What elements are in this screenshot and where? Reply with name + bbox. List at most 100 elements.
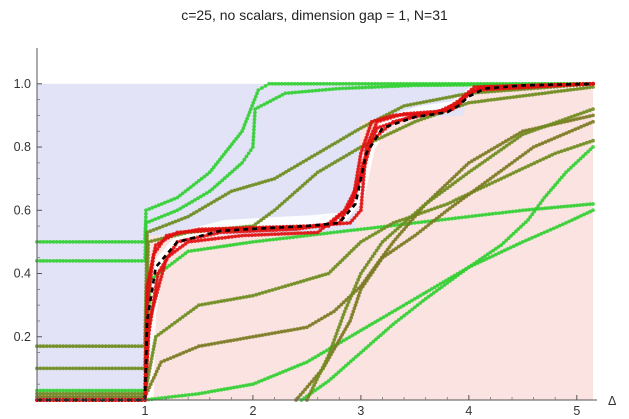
series-11-point — [472, 166, 477, 171]
series-8-point — [487, 255, 492, 260]
series-15-point — [366, 129, 371, 134]
series-2-point — [44, 259, 49, 263]
series-11-point — [346, 300, 351, 304]
series-5-point — [543, 206, 548, 211]
series-8-point — [496, 251, 501, 256]
series-1-point — [283, 81, 288, 86]
series-1-point — [236, 134, 241, 139]
series-5-point — [199, 247, 204, 252]
series-5-point — [208, 246, 213, 251]
series-4-point — [401, 125, 405, 130]
series-10-point — [434, 216, 439, 221]
series-1-point — [143, 215, 148, 220]
series-1-point — [162, 200, 167, 205]
series-14-point — [220, 236, 224, 240]
series-8-point — [296, 363, 300, 368]
series-7-point — [568, 118, 573, 123]
series-6-point — [544, 155, 549, 160]
series-4-point — [259, 218, 263, 223]
series-10-point — [529, 147, 533, 151]
series-12-point — [157, 244, 162, 249]
series-11-point — [488, 155, 493, 160]
series-6-point — [532, 161, 537, 166]
series-1-point — [228, 144, 232, 149]
series-6-point — [529, 162, 534, 167]
series-3-point — [450, 94, 455, 99]
series-6-point — [565, 147, 570, 152]
series-6-point — [153, 338, 158, 342]
series-14-point — [256, 233, 261, 237]
series-1-point — [260, 86, 264, 90]
series-1-point — [194, 181, 199, 185]
series-15-point — [351, 195, 356, 200]
series-14-point — [269, 232, 274, 237]
series-15 — [35, 81, 595, 402]
series-15-point — [336, 215, 340, 220]
series-11-point — [426, 200, 431, 204]
series-5-point — [87, 388, 92, 393]
series-10-point — [333, 344, 338, 348]
series-10-point — [348, 319, 352, 323]
series-11-point — [493, 151, 498, 156]
series-3-point — [107, 344, 111, 349]
series-14-point — [233, 234, 238, 239]
series-5-point — [325, 231, 329, 236]
series-7-point — [336, 305, 341, 309]
series-2-point — [136, 259, 141, 263]
series-10-point — [386, 252, 390, 256]
series-10-point — [456, 200, 460, 205]
series-2-point — [159, 214, 164, 219]
series-3-point — [393, 108, 398, 113]
series-7-point — [94, 394, 98, 399]
series-6-point — [572, 145, 576, 149]
series-7-point — [200, 343, 205, 348]
series-4-point — [521, 94, 525, 98]
series-1-point — [312, 81, 316, 86]
series-14-point — [240, 233, 245, 238]
series-16 — [37, 82, 594, 402]
series-7-point — [472, 157, 477, 162]
series-6-point — [71, 391, 75, 396]
series-9-point — [356, 352, 361, 357]
series-5-point — [345, 228, 350, 233]
series-9-point — [366, 344, 371, 348]
series-15-point — [368, 123, 373, 127]
series-14-point — [312, 230, 317, 235]
series-3-point — [350, 131, 355, 136]
series-10-point — [368, 273, 373, 277]
series-3-point — [390, 109, 395, 114]
series-11-point — [370, 254, 375, 259]
series-13-point — [337, 221, 342, 225]
series-8-point — [427, 288, 431, 293]
series-6-point — [347, 251, 352, 256]
series-7-point — [116, 394, 121, 399]
series-7-point — [228, 338, 233, 343]
series-4-point — [146, 243, 151, 248]
series-11-point — [440, 190, 444, 195]
series-8-point — [272, 373, 276, 378]
series-5-point — [572, 203, 576, 208]
series-9-point — [496, 245, 501, 249]
series-14-point — [359, 173, 364, 178]
series-9-point — [429, 293, 433, 297]
series-8-point — [407, 300, 412, 304]
series-1-point — [84, 240, 88, 244]
series-11-point — [485, 157, 490, 162]
series-4-point — [466, 100, 471, 105]
series-11-point — [453, 180, 458, 185]
series-6-point — [511, 171, 516, 175]
series-7-point — [320, 316, 324, 321]
series-14-point — [199, 238, 204, 243]
series-12-point — [365, 142, 370, 146]
series-7-point — [311, 321, 315, 326]
series-15-point — [147, 271, 152, 276]
series-8-point — [350, 333, 355, 338]
series-1-point — [273, 81, 278, 86]
series-7-point — [147, 385, 152, 390]
series-9-point — [399, 315, 404, 320]
series-4-point — [48, 366, 52, 371]
series-6-point — [361, 238, 366, 243]
series-11-point — [437, 192, 442, 197]
series-8-point — [527, 237, 531, 242]
